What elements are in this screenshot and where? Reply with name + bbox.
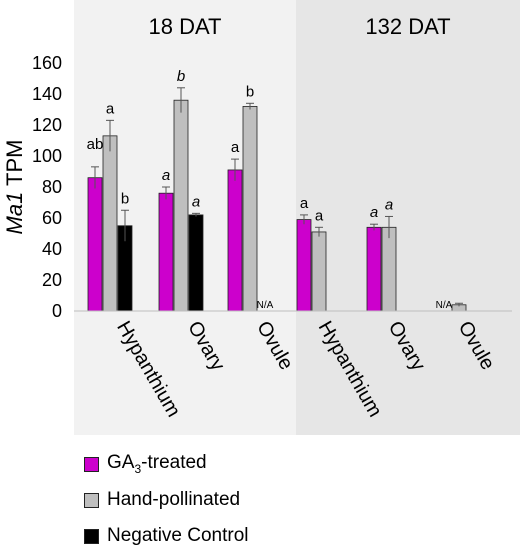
y-tick-label: 100: [32, 146, 62, 166]
significance-letter: a: [300, 195, 309, 212]
significance-letter: a: [315, 207, 324, 224]
legend-swatch-ga3: [84, 456, 99, 472]
panel-label: 18 DAT: [149, 14, 222, 39]
legend-item-negative-control: Negative Control: [84, 518, 249, 554]
bar: [227, 169, 243, 312]
bar: [311, 231, 327, 312]
legend-label-negative-control: Negative Control: [107, 525, 249, 546]
bar: [296, 219, 312, 312]
panel-label: 132 DAT: [365, 14, 450, 39]
y-tick-label: 40: [42, 239, 62, 259]
significance-letter: a: [385, 196, 393, 213]
bar: [366, 226, 382, 312]
panel-background: [296, 0, 520, 435]
bar-chart: 18 DAT 132 DAT 0 20 40 60 80 100 120 140 160 Ma1 TP…: [2, 0, 520, 435]
y-axis-label-gene: Ma1: [2, 192, 27, 235]
bar: [87, 177, 103, 312]
y-tick-label: 120: [32, 115, 62, 135]
significance-letter: ab: [87, 136, 104, 153]
significance-letter: b: [246, 83, 254, 100]
y-tick-label: 20: [42, 270, 62, 290]
significance-letter: a: [192, 193, 200, 210]
legend-label-hand-pollinated: Hand-pollinated: [107, 489, 241, 510]
legend-swatch-hand-pollinated: [84, 492, 99, 508]
bar: [188, 214, 204, 312]
y-tick-label: 80: [42, 177, 62, 197]
na-label: N/A: [436, 300, 453, 311]
y-tick-label: 60: [42, 208, 62, 228]
bar: [173, 99, 189, 312]
y-axis-label: Ma1 TPM: [2, 140, 27, 235]
legend-item-hand-pollinated: Hand-pollinated: [84, 482, 249, 518]
significance-letter: b: [177, 68, 185, 85]
na-label: N/A: [257, 300, 274, 311]
y-axis-label-unit: TPM: [2, 140, 27, 192]
significance-letter: a: [370, 204, 378, 221]
y-tick-label: 140: [32, 84, 62, 104]
legend-swatch-negative-control: [84, 528, 99, 544]
significance-letter: b: [121, 190, 129, 207]
y-tick-label: 160: [32, 53, 62, 73]
bar: [381, 226, 397, 312]
significance-letter: a: [162, 167, 170, 184]
y-tick-label: 0: [52, 301, 62, 321]
legend: GA3-treated Hand-pollinated Negative Con…: [84, 446, 249, 554]
legend-label-ga3: GA3-treated: [107, 452, 207, 476]
bar: [158, 192, 174, 312]
legend-item-ga3: GA3-treated: [84, 446, 249, 482]
significance-letter: a: [106, 100, 115, 117]
bar: [102, 135, 118, 312]
bar: [242, 106, 258, 312]
significance-letter: a: [231, 139, 240, 156]
